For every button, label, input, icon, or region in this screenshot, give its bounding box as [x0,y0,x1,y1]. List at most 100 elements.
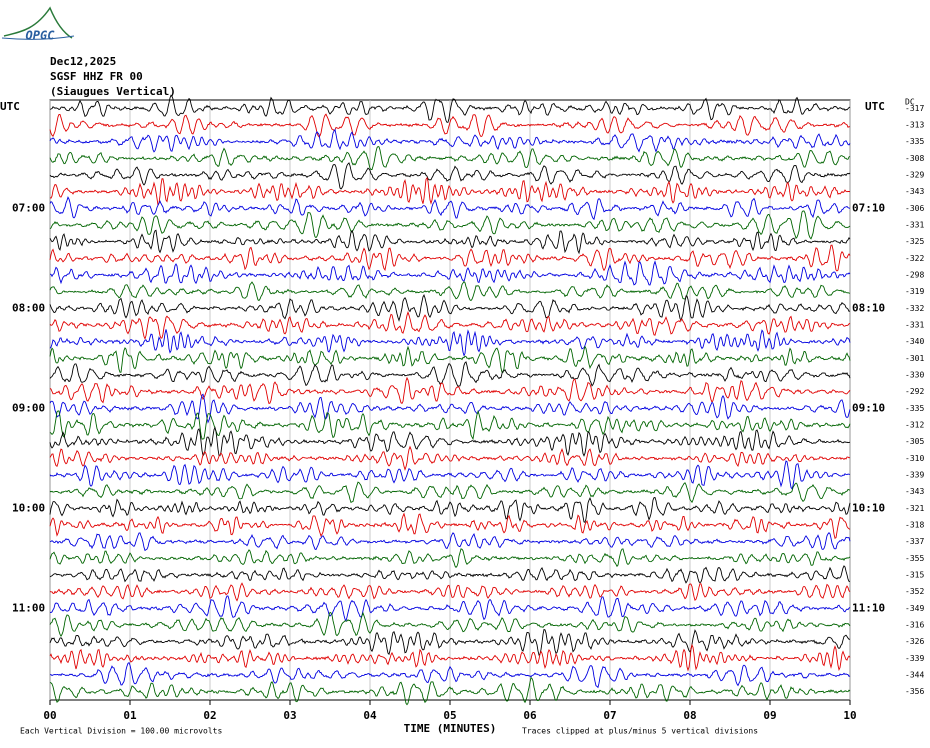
dc-offset: -330 [905,371,924,380]
trace [49,244,851,272]
trace [49,329,851,357]
dc-offset: -335 [905,137,924,146]
dc-offset: -316 [905,621,924,630]
trace [49,260,851,286]
dc-offset: -344 [905,671,924,680]
dc-offset: -321 [905,504,924,513]
dc-offset: -337 [905,537,924,546]
trace [49,113,851,138]
trace [49,595,851,622]
x-tick-label: 06 [523,709,537,722]
left-axis-label: UTC [0,100,20,113]
trace [49,176,851,207]
trace [49,426,851,457]
trace [49,128,851,153]
trace [49,410,851,441]
dc-offset: -343 [905,487,924,496]
trace [49,145,851,170]
clip-note: Traces clipped at plus/minus 5 vertical … [522,727,758,736]
x-tick-label: 01 [123,709,137,722]
dc-offset: -335 [905,404,924,413]
dc-offset: -306 [905,204,924,213]
logo: OPGC [26,29,56,43]
trace [49,229,851,255]
logo-line [1,35,75,40]
dc-offset: -331 [905,221,924,230]
x-tick-label: 09 [763,709,776,722]
trace [49,611,851,638]
dc-offset: -308 [905,154,924,163]
right-time: 10:10 [852,501,885,514]
x-tick-label: 03 [283,709,296,722]
x-tick-label: 04 [363,709,377,722]
trace [49,281,851,302]
dc-offset: -352 [905,587,924,596]
trace [49,310,851,340]
date: Dec12,2025 [50,55,116,68]
dc-offset: -292 [905,387,924,396]
trace [49,460,851,490]
x-tick-label: 08 [683,709,696,722]
dc-offset: -317 [905,104,924,113]
dc-offset: -340 [905,337,924,346]
dc-offset: -305 [905,437,924,446]
dc-offset: -301 [905,354,924,363]
trace [49,548,851,569]
dc-offset: -356 [905,687,924,696]
trace [49,393,851,424]
left-time: 09:00 [12,401,45,414]
trace [49,496,851,523]
trace [49,662,851,689]
left-time: 07:00 [12,201,45,214]
trace [49,628,851,656]
station: SGSF HHZ FR 00 [50,70,143,83]
right-time: 11:10 [852,601,885,614]
left-time: 10:00 [12,501,45,514]
x-tick-label: 00 [43,709,56,722]
trace [49,676,851,706]
dc-offset: -355 [905,554,924,563]
trace [49,196,851,221]
right-time: 07:10 [852,201,885,214]
dc-offset: -322 [905,254,924,263]
dc-offset: -315 [905,571,924,580]
dc-offset: -310 [905,454,924,463]
scale-note: Each Vertical Division = 100.00 microvol… [20,727,222,736]
dc-offset: -331 [905,321,924,330]
trace [49,294,851,322]
location: (Siaugues Vertical) [50,85,176,98]
dc-offset: -325 [905,237,924,246]
right-time: 08:10 [852,301,885,314]
dc-offset: -329 [905,171,924,180]
dc-offset: -313 [905,121,924,130]
dc-offset: -339 [905,654,924,663]
x-tick-label: 02 [203,709,216,722]
trace [49,582,851,602]
trace [49,361,851,387]
dc-offset: -343 [905,187,924,196]
dc-label: DC [905,98,915,107]
trace [49,162,851,190]
trace [49,445,851,471]
x-axis-label: TIME (MINUTES) [404,722,497,735]
right-axis-label: UTC [865,100,885,113]
trace [49,532,851,552]
dc-offset: -349 [905,604,924,613]
dc-offset: -312 [905,421,924,430]
trace [49,643,851,672]
dc-offset: -332 [905,304,924,313]
left-time: 08:00 [12,301,45,314]
dc-offset: -319 [905,287,924,296]
right-time: 09:10 [852,401,885,414]
trace [49,94,851,123]
x-tick-label: 05 [443,709,456,722]
left-time: 11:00 [12,601,45,614]
x-tick-label: 07 [603,709,616,722]
trace [49,481,851,504]
dc-offset: -298 [905,271,924,280]
trace [49,345,851,373]
trace [49,512,851,540]
trace [49,565,851,584]
